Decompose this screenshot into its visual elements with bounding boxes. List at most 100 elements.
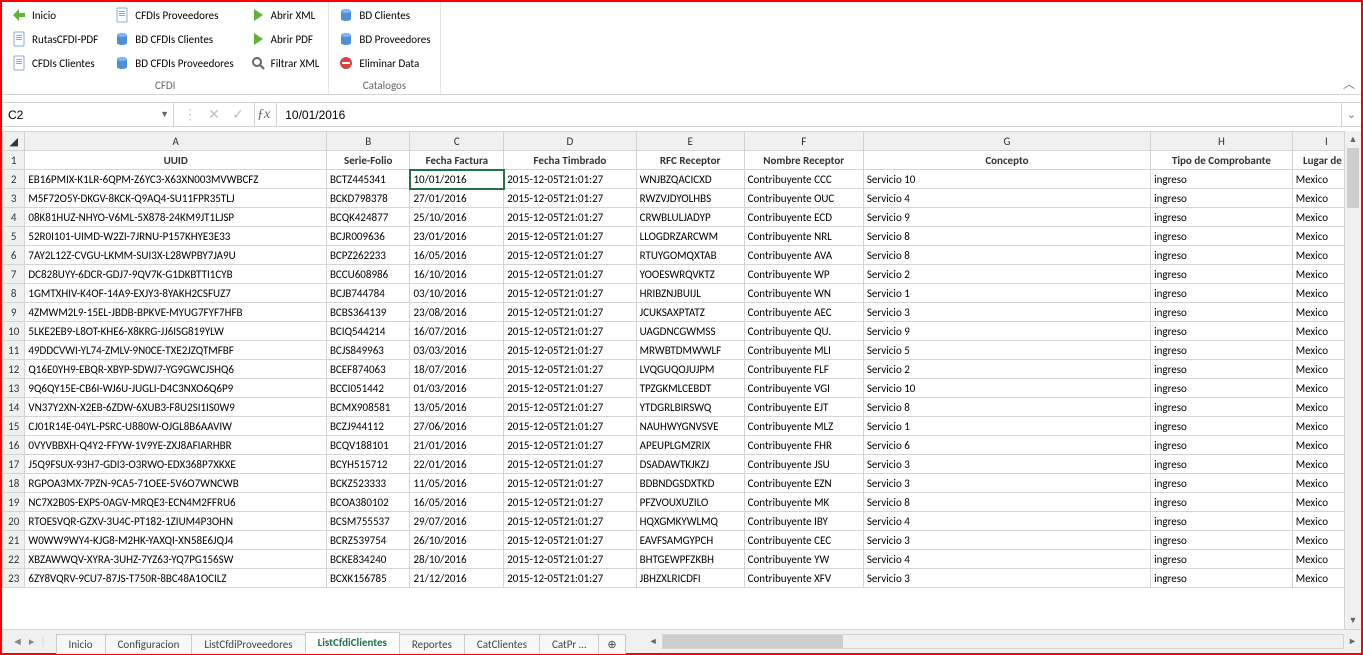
- cell[interactable]: 23/08/2016: [410, 303, 504, 322]
- sheet-tab-catpr-[interactable]: CatPr …: [539, 634, 599, 654]
- cell[interactable]: ingreso: [1151, 170, 1293, 189]
- cell[interactable]: 2015-12-05T21:01:27: [504, 569, 636, 588]
- row-number[interactable]: 7: [3, 265, 25, 284]
- cell[interactable]: 2015-12-05T21:01:27: [504, 493, 636, 512]
- cell[interactable]: 21/01/2016: [410, 436, 504, 455]
- cell[interactable]: 11/05/2016: [410, 474, 504, 493]
- column-header[interactable]: Nombre Receptor: [744, 151, 863, 170]
- row-number[interactable]: 14: [3, 398, 25, 417]
- cell[interactable]: BHTGEWPFZKBH: [636, 550, 744, 569]
- cell[interactable]: 27/01/2016: [410, 189, 504, 208]
- cell[interactable]: BDBNDGSDXTKD: [636, 474, 744, 493]
- sheet-nav-first-icon[interactable]: ◄: [12, 635, 23, 648]
- ribbon-btn-eliminar-data[interactable]: Eliminar Data: [335, 52, 433, 74]
- cell[interactable]: WNJBZQACICXD: [636, 170, 744, 189]
- cell[interactable]: Servicio 3: [863, 569, 1150, 588]
- column-header[interactable]: Tipo de Comprobante: [1151, 151, 1293, 170]
- cell[interactable]: Servicio 3: [863, 531, 1150, 550]
- row-number[interactable]: 16: [3, 436, 25, 455]
- cell[interactable]: 16/07/2016: [410, 322, 504, 341]
- cell[interactable]: Servicio 8: [863, 246, 1150, 265]
- cell[interactable]: BCEF874063: [326, 360, 410, 379]
- cell[interactable]: Servicio 5: [863, 341, 1150, 360]
- cell[interactable]: BCIQ544214: [326, 322, 410, 341]
- row-number[interactable]: 9: [3, 303, 25, 322]
- cell[interactable]: 03/10/2016: [410, 284, 504, 303]
- cell[interactable]: ingreso: [1151, 436, 1293, 455]
- cell[interactable]: Contribuyente IBY: [744, 512, 863, 531]
- cell[interactable]: Contribuyente AVA: [744, 246, 863, 265]
- column-letter[interactable]: A: [25, 132, 327, 151]
- cell[interactable]: Contribuyente MK: [744, 493, 863, 512]
- cell[interactable]: BCZJ944112: [326, 417, 410, 436]
- cell[interactable]: BCCU608986: [326, 265, 410, 284]
- ribbon-btn-inicio[interactable]: Inicio: [8, 4, 101, 26]
- row-number[interactable]: 6: [3, 246, 25, 265]
- cell[interactable]: 2015-12-05T21:01:27: [504, 398, 636, 417]
- row-number[interactable]: 4: [3, 208, 25, 227]
- cell[interactable]: 7AY2L12Z-CVGU-LKMM-SUI3X-L28WPBY7JA9U: [25, 246, 327, 265]
- ribbon-btn-cfdis-clientes[interactable]: CFDIs Clientes: [8, 52, 101, 74]
- cell[interactable]: PFZVOUXUZILO: [636, 493, 744, 512]
- cell[interactable]: 25/10/2016: [410, 208, 504, 227]
- cell[interactable]: W0WW9WY4-KJG8-M2HK-YAXQI-XN58E6JQJ4: [25, 531, 327, 550]
- cell[interactable]: 2015-12-05T21:01:27: [504, 227, 636, 246]
- cell[interactable]: Servicio 9: [863, 208, 1150, 227]
- cell[interactable]: BCKE834240: [326, 550, 410, 569]
- cell[interactable]: BCYH515712: [326, 455, 410, 474]
- cell[interactable]: VN37Y2XN-X2EB-6ZDW-6XUB3-F8U2SI1IS0W9: [25, 398, 327, 417]
- ribbon-btn-rutascfdi-pdf[interactable]: RutasCFDI-PDF: [8, 28, 101, 50]
- formula-input[interactable]: [277, 103, 1341, 126]
- column-letter[interactable]: B: [326, 132, 410, 151]
- cell[interactable]: 08K81HUZ-NHYO-V6ML-5X878-24KM9JT1LJSP: [25, 208, 327, 227]
- cell[interactable]: NC7X2B0S-EXPS-0AGV-MRQE3-ECN4M2FFRU6: [25, 493, 327, 512]
- hscroll-track[interactable]: [662, 634, 1344, 649]
- cell[interactable]: LLOGDRZARCWM: [636, 227, 744, 246]
- cell[interactable]: EAVFSAMGYPCH: [636, 531, 744, 550]
- cell[interactable]: Servicio 4: [863, 550, 1150, 569]
- cell[interactable]: 2015-12-05T21:01:27: [504, 512, 636, 531]
- ribbon-btn-cfdis-proveedores[interactable]: CFDIs Proveedores: [111, 4, 236, 26]
- row-number[interactable]: 18: [3, 474, 25, 493]
- cell[interactable]: ingreso: [1151, 417, 1293, 436]
- cell[interactable]: BCJB744784: [326, 284, 410, 303]
- cell[interactable]: BCQK424877: [326, 208, 410, 227]
- cell[interactable]: 2015-12-05T21:01:27: [504, 455, 636, 474]
- cell[interactable]: APEUPLGMZRIX: [636, 436, 744, 455]
- cell[interactable]: Servicio 2: [863, 265, 1150, 284]
- cell[interactable]: LVQGUQOJUJPM: [636, 360, 744, 379]
- cell[interactable]: ingreso: [1151, 531, 1293, 550]
- cell[interactable]: 22/01/2016: [410, 455, 504, 474]
- cell[interactable]: 28/10/2016: [410, 550, 504, 569]
- cell[interactable]: 2015-12-05T21:01:27: [504, 208, 636, 227]
- cell[interactable]: BCKD798378: [326, 189, 410, 208]
- cell[interactable]: Servicio 9: [863, 322, 1150, 341]
- column-letter[interactable]: E: [636, 132, 744, 151]
- row-number[interactable]: 23: [3, 569, 25, 588]
- cell[interactable]: Servicio 1: [863, 417, 1150, 436]
- cell[interactable]: Contribuyente FHR: [744, 436, 863, 455]
- cell[interactable]: 6ZY8VQRV-9CU7-87JS-T750R-8BC48A1OCILZ: [25, 569, 327, 588]
- cell[interactable]: 2015-12-05T21:01:27: [504, 246, 636, 265]
- cell[interactable]: Contribuyente EZN: [744, 474, 863, 493]
- sheet-tab-reportes[interactable]: Reportes: [399, 634, 465, 654]
- cell[interactable]: JCUKSAXPTATZ: [636, 303, 744, 322]
- row-number[interactable]: 19: [3, 493, 25, 512]
- cell[interactable]: 18/07/2016: [410, 360, 504, 379]
- cell[interactable]: CRWBLULJADYP: [636, 208, 744, 227]
- cell[interactable]: YTDGRLBIRSWQ: [636, 398, 744, 417]
- cell[interactable]: Servicio 10: [863, 379, 1150, 398]
- cell[interactable]: Servicio 4: [863, 189, 1150, 208]
- cell[interactable]: BCQV188101: [326, 436, 410, 455]
- sheet-nav-prev-icon[interactable]: ▸: [29, 635, 35, 648]
- row-number[interactable]: 22: [3, 550, 25, 569]
- cell[interactable]: Contribuyente WN: [744, 284, 863, 303]
- cell[interactable]: Servicio 2: [863, 360, 1150, 379]
- cell[interactable]: ingreso: [1151, 474, 1293, 493]
- column-header[interactable]: Fecha Factura: [410, 151, 504, 170]
- cell[interactable]: RTOESVQR-GZXV-3U4C-PT182-1ZIUM4P3OHN: [25, 512, 327, 531]
- ribbon-btn-bd-clientes[interactable]: BD Clientes: [335, 4, 433, 26]
- cell[interactable]: 23/01/2016: [410, 227, 504, 246]
- cell[interactable]: HRIBZNJBUIJL: [636, 284, 744, 303]
- cell[interactable]: HQXGMKYWLMQ: [636, 512, 744, 531]
